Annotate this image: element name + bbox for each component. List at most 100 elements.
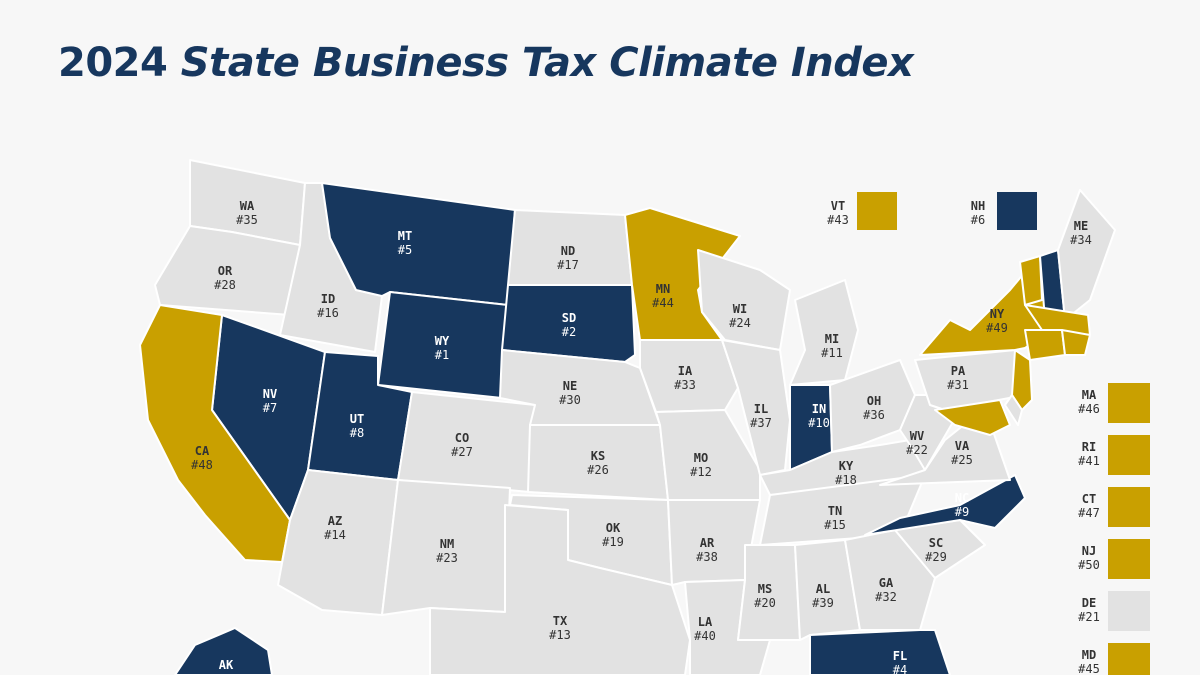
- state-rank: #39: [812, 596, 834, 610]
- state-code: ID: [321, 292, 335, 306]
- side-swatch-ri: [1108, 435, 1150, 475]
- state-code: NV: [263, 387, 277, 401]
- state-code: AR: [700, 536, 715, 550]
- state-rank: #4: [893, 663, 907, 675]
- state-rank: #12: [690, 465, 712, 479]
- state-code: NC: [955, 491, 969, 505]
- label-sd: SD #2: [562, 311, 576, 339]
- state-ct[interactable]: [1024, 329, 1066, 361]
- state-rank: #23: [436, 551, 458, 565]
- label-id: ID #16: [317, 292, 339, 320]
- state-rank: #34: [1070, 233, 1092, 247]
- state-sd[interactable]: [501, 284, 636, 363]
- label-me: ME #34: [1070, 219, 1092, 247]
- state-code: SC: [929, 536, 943, 550]
- label-wy: WY #1: [435, 334, 450, 362]
- state-rank: #35: [236, 213, 258, 227]
- side-label-nj: NJ #50: [1078, 544, 1100, 572]
- state-me[interactable]: [1057, 189, 1116, 321]
- state-md[interactable]: [934, 399, 1011, 436]
- state-ri[interactable]: [1061, 329, 1091, 356]
- title-text: State Business Tax Climate Index: [180, 40, 914, 86]
- state-al[interactable]: [794, 539, 861, 641]
- state-nc[interactable]: [864, 474, 1026, 536]
- state-rank: #50: [1078, 558, 1100, 572]
- state-code: AL: [816, 582, 830, 596]
- state-fl[interactable]: [809, 629, 951, 675]
- title-year: 2024: [58, 40, 168, 86]
- state-nj[interactable]: [1011, 349, 1033, 411]
- label-ky: KY #18: [835, 459, 857, 487]
- state-code: NJ: [1082, 544, 1096, 558]
- state-rank: #15: [824, 518, 846, 532]
- side-label-ct: CT #47: [1078, 492, 1100, 520]
- state-rank: #33: [674, 378, 696, 392]
- label-co: CO #27: [451, 431, 473, 459]
- state-rank: #37: [750, 416, 772, 430]
- inset-swatch-nh: [997, 192, 1037, 230]
- label-tn: TN #15: [824, 504, 846, 532]
- state-rank: #20: [754, 596, 776, 610]
- state-rank: #17: [557, 258, 579, 272]
- state-code: OK: [606, 521, 621, 535]
- state-de[interactable]: [1004, 394, 1023, 426]
- state-code: SD: [562, 311, 576, 325]
- state-rank: #45: [1078, 662, 1100, 675]
- state-code: NE: [563, 379, 577, 393]
- inset-label-nh: NH #6: [971, 199, 985, 227]
- state-rank: #24: [729, 316, 751, 330]
- label-mi: MI #11: [821, 332, 843, 360]
- state-rank: #21: [1078, 610, 1100, 624]
- state-rank: #25: [951, 453, 973, 467]
- state-code: NH: [971, 199, 985, 213]
- state-ca[interactable]: [139, 304, 291, 563]
- label-ar: AR #38: [696, 536, 718, 564]
- state-rank: #14: [324, 528, 346, 542]
- label-in: IN #10: [808, 402, 830, 430]
- state-code: KS: [591, 449, 605, 463]
- state-code: AK: [219, 658, 234, 672]
- state-rank: #10: [808, 416, 830, 430]
- state-rank: #44: [652, 296, 674, 310]
- state-rank: #27: [451, 445, 473, 459]
- label-ks: KS #26: [587, 449, 609, 477]
- label-ny: NY #49: [986, 307, 1008, 335]
- state-code: IA: [678, 364, 693, 378]
- state-code: WI: [733, 302, 747, 316]
- state-code: MT: [398, 229, 412, 243]
- state-code: WY: [435, 334, 450, 348]
- state-code: UT: [350, 412, 364, 426]
- state-rank: #7: [263, 401, 277, 415]
- state-rank: #30: [559, 393, 581, 407]
- state-rank: #46: [1078, 402, 1100, 416]
- state-code: OH: [867, 394, 881, 408]
- state-ak[interactable]: [174, 627, 273, 675]
- label-fl: FL #4: [893, 649, 907, 675]
- state-code: PA: [951, 364, 966, 378]
- label-ga: GA #32: [875, 576, 897, 604]
- state-code: CA: [195, 444, 210, 458]
- label-az: AZ #14: [324, 514, 346, 542]
- label-ne: NE #30: [559, 379, 581, 407]
- label-ok: OK #19: [602, 521, 624, 549]
- state-rank: #5: [398, 243, 412, 257]
- label-oh: OH #36: [863, 394, 885, 422]
- state-rank: #26: [587, 463, 609, 477]
- label-mt: MT #5: [398, 229, 412, 257]
- state-vt[interactable]: [1019, 255, 1043, 306]
- state-rank: #38: [696, 550, 718, 564]
- side-swatch-ct: [1108, 487, 1150, 527]
- state-code: CO: [455, 431, 469, 445]
- state-code: DE: [1082, 596, 1096, 610]
- state-code: MS: [758, 582, 772, 596]
- state-code: VT: [831, 199, 845, 213]
- state-rank: #8: [350, 426, 364, 440]
- state-code: WV: [910, 429, 924, 443]
- state-code: NM: [440, 537, 454, 551]
- state-code: ME: [1074, 219, 1088, 233]
- label-al: AL #39: [812, 582, 834, 610]
- state-code: WA: [240, 199, 255, 213]
- side-swatch-md: [1108, 643, 1150, 675]
- state-rank: #29: [925, 550, 947, 564]
